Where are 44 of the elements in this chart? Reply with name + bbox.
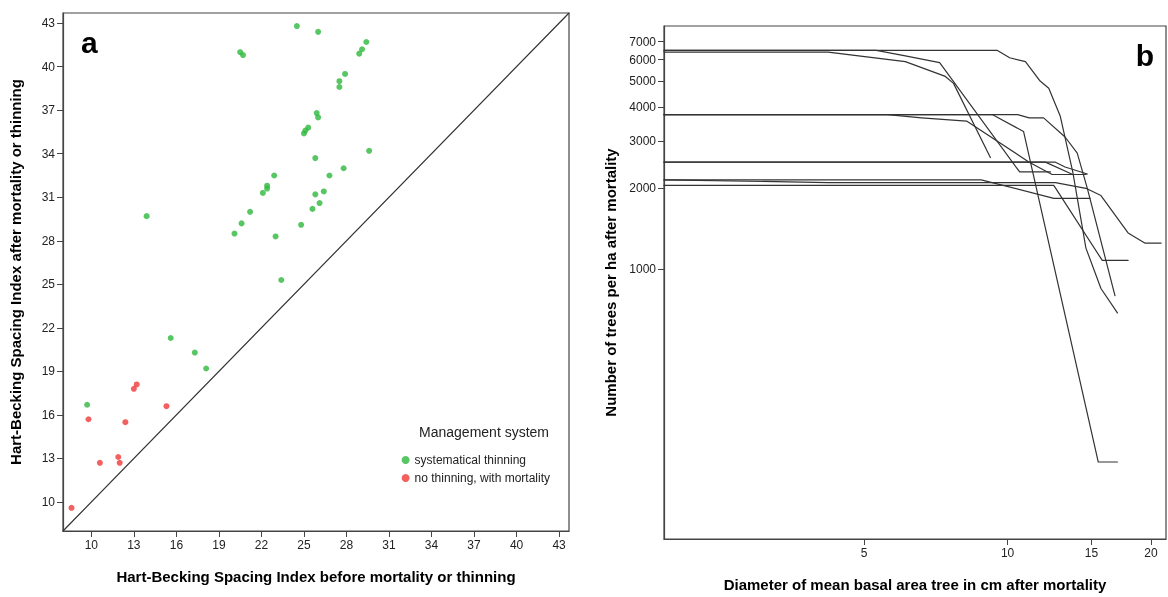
y-tick-label: 6000 [629, 52, 657, 67]
y-tick-label: 31 [41, 190, 56, 205]
x-axis-title: Hart-Becking Spacing Index before mortality or thinning [116, 568, 516, 585]
x-tick-label: 28 [339, 538, 354, 552]
x-tick-label: 40 [509, 538, 524, 552]
y-axis-title: Hart-Becking Spacing Index after mortality or thinning [7, 79, 24, 465]
y-tick-label: 3000 [629, 133, 657, 148]
legend-label: no thinning, with mortality [414, 471, 551, 485]
x-tick-label: 43 [552, 538, 567, 552]
x-axis-title: Diameter of mean basal area tree in cm after mortality [723, 576, 1107, 593]
y-tick-label: 2000 [629, 181, 657, 196]
y-tick-label: 1000 [629, 262, 657, 277]
y-tick-label: 19 [41, 364, 56, 379]
x-tick-label: 19 [212, 538, 226, 552]
annotation: b [1135, 38, 1154, 72]
x-tick-label: 13 [127, 538, 141, 552]
y-tick-label: 40 [41, 59, 56, 74]
x-tick-label: 15 [1084, 546, 1099, 560]
x-tick-label: 5 [860, 546, 868, 560]
y-tick-label: 43 [41, 16, 56, 31]
x-tick-label: 25 [297, 538, 311, 552]
y-axis-title: Number of trees per ha after mortality [602, 147, 620, 417]
x-tick-label: 37 [467, 538, 482, 552]
y-tick-label: 22 [41, 320, 56, 335]
x-tick-label: 16 [169, 538, 184, 552]
x-tick-label: 22 [254, 538, 269, 552]
y-tick-label: 25 [41, 277, 56, 292]
legend-label: systematical thinning [414, 453, 526, 467]
y-tick-label: 16 [41, 407, 56, 422]
x-tick-label: 31 [382, 538, 396, 552]
x-tick-label: 20 [1144, 546, 1159, 560]
y-tick-label: 34 [41, 146, 56, 161]
x-tick-label: 34 [424, 538, 439, 552]
annotation: a [81, 25, 98, 59]
x-tick-label: 10 [1000, 546, 1015, 560]
y-tick-label: 4000 [629, 100, 657, 115]
y-tick-label: 37 [41, 103, 56, 118]
legend-title: Management system [419, 424, 550, 440]
y-tick-label: 13 [41, 451, 56, 466]
y-tick-label: 5000 [629, 74, 657, 89]
x-tick-label: 10 [84, 538, 99, 552]
y-tick-label: 7000 [629, 34, 657, 49]
y-tick-label: 10 [41, 494, 56, 509]
y-tick-label: 28 [41, 233, 56, 248]
